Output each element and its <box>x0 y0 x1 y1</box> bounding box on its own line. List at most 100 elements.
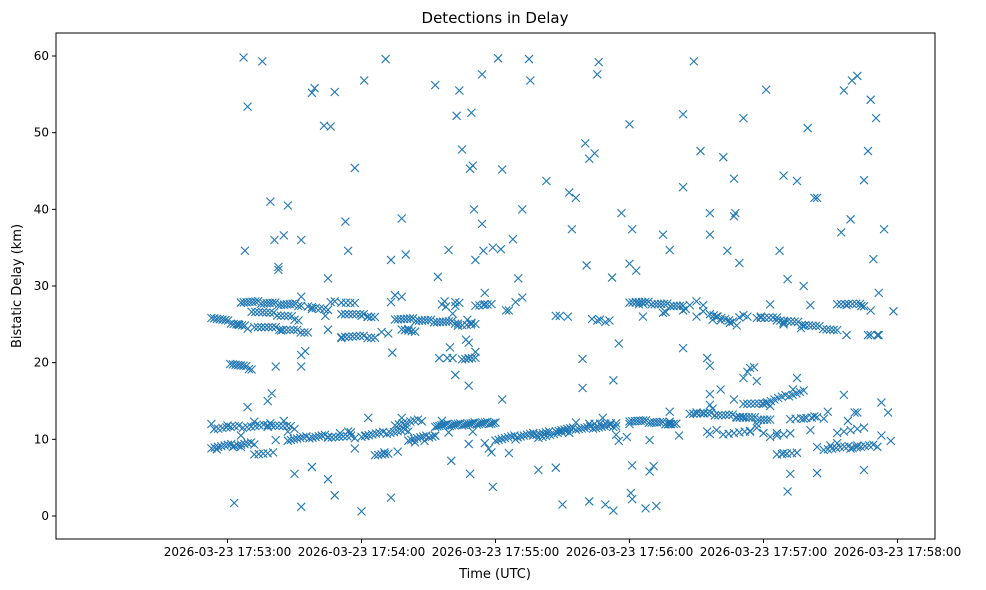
data-point-marker <box>464 353 474 363</box>
data-point-marker <box>725 318 735 328</box>
data-point-marker <box>625 419 634 429</box>
data-point-marker <box>299 328 309 337</box>
data-point-marker <box>254 307 264 317</box>
data-point-marker <box>401 250 411 259</box>
data-point-marker <box>375 428 384 438</box>
data-point-marker <box>260 322 270 332</box>
data-point-marker <box>363 333 372 343</box>
data-point-marker <box>544 426 554 436</box>
data-point-marker <box>692 312 701 322</box>
data-point-marker <box>696 146 705 156</box>
data-point-marker <box>811 321 821 331</box>
data-point-marker <box>452 111 462 121</box>
data-point-marker <box>266 197 275 207</box>
data-point-marker <box>578 383 587 393</box>
data-point-marker <box>350 298 360 308</box>
data-point-marker <box>836 227 846 237</box>
data-point-marker <box>283 201 293 210</box>
data-point-marker <box>705 230 715 240</box>
data-point-marker <box>300 346 310 356</box>
data-point-marker <box>796 323 806 333</box>
data-point-marker <box>842 300 851 310</box>
data-point-marker <box>708 404 717 414</box>
data-point-marker <box>734 313 744 322</box>
data-point-marker <box>479 300 488 310</box>
data-point-marker <box>765 300 775 309</box>
data-point-marker <box>213 442 223 452</box>
data-point-marker <box>832 428 842 438</box>
data-point-marker <box>564 188 574 197</box>
data-point-marker <box>488 243 498 253</box>
data-point-marker <box>412 433 422 443</box>
data-point-marker <box>631 266 641 276</box>
data-point-marker <box>886 436 896 446</box>
data-point-marker <box>638 312 648 322</box>
data-point-marker <box>832 438 842 448</box>
data-point-marker <box>484 444 494 453</box>
data-point-marker <box>487 447 496 457</box>
data-point-marker <box>678 182 688 192</box>
data-point-marker <box>826 441 835 450</box>
data-point-marker <box>228 442 238 452</box>
y-tick-label: 20 <box>34 356 49 370</box>
data-point-marker <box>611 421 621 431</box>
data-point-marker <box>595 315 605 325</box>
data-point-marker <box>397 292 407 302</box>
data-point-marker <box>665 407 675 417</box>
data-point-marker <box>253 322 263 332</box>
data-point-marker <box>382 429 392 439</box>
data-point-marker <box>340 309 350 319</box>
data-point-marker <box>710 411 720 420</box>
data-point-marker <box>669 419 679 429</box>
data-point-marker <box>410 438 420 447</box>
data-point-marker <box>397 413 407 423</box>
data-point-marker <box>351 331 361 341</box>
data-point-marker <box>889 306 898 316</box>
data-point-marker <box>665 245 675 255</box>
data-point-marker <box>698 306 708 316</box>
data-point-marker <box>702 353 712 363</box>
data-point-marker <box>457 145 467 154</box>
data-point-marker <box>446 456 456 466</box>
data-point-marker <box>584 497 594 506</box>
data-point-marker <box>467 353 477 363</box>
data-point-marker <box>469 204 479 214</box>
data-point-marker <box>497 434 507 444</box>
data-point-marker <box>335 428 345 438</box>
data-point-marker <box>516 432 526 441</box>
x-tick-label: 2026-03-23 17:53:00 <box>164 545 291 559</box>
data-point-marker <box>788 385 798 394</box>
data-point-marker <box>661 307 671 317</box>
data-point-marker <box>678 109 688 119</box>
data-point-marker <box>480 288 490 298</box>
data-markers <box>207 53 898 516</box>
data-point-marker <box>874 288 884 298</box>
data-point-marker <box>779 316 789 326</box>
data-point-marker <box>271 322 281 332</box>
data-point-marker <box>600 421 609 431</box>
data-point-marker <box>274 325 284 335</box>
data-point-marker <box>818 324 828 334</box>
data-point-marker <box>350 444 360 453</box>
data-point-marker <box>350 163 360 173</box>
data-point-marker <box>541 427 551 437</box>
data-point-marker <box>724 410 734 420</box>
data-point-marker <box>267 388 277 398</box>
data-point-marker <box>243 324 252 334</box>
data-point-marker <box>622 432 632 442</box>
data-point-marker <box>454 86 464 95</box>
data-point-marker <box>377 327 386 337</box>
data-point-marker <box>863 330 873 340</box>
data-point-marker <box>371 429 381 438</box>
data-point-marker <box>323 273 333 283</box>
data-point-marker <box>296 235 306 245</box>
data-point-marker <box>844 299 854 309</box>
data-point-marker <box>258 307 267 317</box>
data-point-marker <box>430 431 440 440</box>
data-point-marker <box>270 421 280 430</box>
data-point-marker <box>257 322 266 332</box>
data-point-marker <box>433 272 443 282</box>
data-point-marker <box>236 442 246 452</box>
data-point-marker <box>739 373 748 383</box>
data-point-marker <box>366 333 376 343</box>
